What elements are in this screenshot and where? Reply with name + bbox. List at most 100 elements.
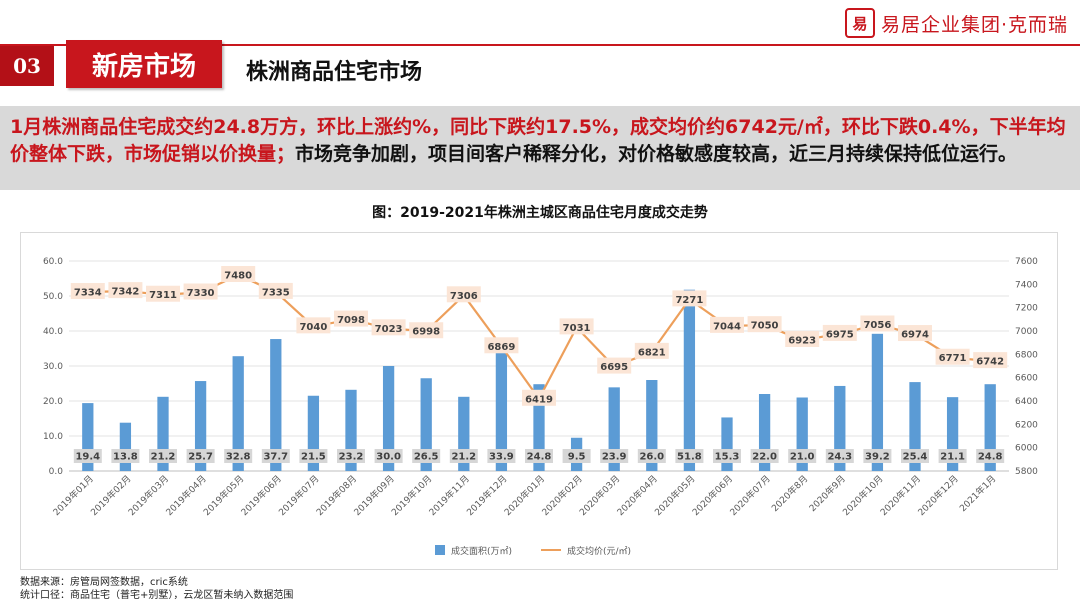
bar-label-bg [412, 449, 441, 463]
y-left-tick-label: 10.0 [43, 432, 63, 442]
bar-label-bg [938, 449, 967, 463]
price-value-label: 6742 [976, 357, 1004, 368]
price-label-bg [973, 352, 1008, 369]
price-value-label: 6771 [939, 353, 967, 364]
bar [495, 352, 508, 471]
bar [194, 381, 207, 471]
brand: 易 易居企业集团·克而瑞 [844, 8, 1068, 38]
bar-label-bg [976, 449, 1005, 463]
y-left-tick-label: 60.0 [43, 257, 63, 267]
bar-value-label: 15.3 [715, 452, 740, 463]
y-left-tick-label: 30.0 [43, 362, 63, 372]
price-value-label: 6419 [525, 394, 553, 405]
bar-label-bg [788, 449, 817, 463]
bar-value-label: 51.8 [677, 452, 702, 463]
price-label-bg [559, 318, 594, 335]
bar [307, 395, 320, 471]
bar [157, 396, 169, 471]
bar [984, 384, 996, 471]
bar [420, 378, 432, 471]
bar-value-label: 24.3 [827, 452, 852, 463]
bar-value-label: 24.8 [527, 452, 552, 463]
legend-line-label: 成交均价(元/㎡) [567, 545, 631, 557]
y-right-tick-label: 7600 [1015, 257, 1038, 267]
price-value-label: 6998 [412, 327, 440, 338]
legend-bar-swatch [435, 545, 445, 555]
bar-value-label: 26.0 [639, 452, 664, 463]
bar-value-label: 32.8 [226, 452, 251, 463]
bar-label-bg [825, 449, 854, 463]
price-label-bg [672, 290, 707, 307]
bar-label-bg [675, 449, 704, 463]
bar-value-label: 37.7 [263, 452, 288, 463]
chart-svg: 0.0 10.0 20.0 30.0 40.0 50.0 60.0 5800 6000 6200 6… [43, 257, 1038, 557]
bar-value-label: 13.8 [113, 452, 138, 463]
price-label-bg [597, 357, 632, 374]
price-label-bg [146, 285, 180, 302]
price-value-label: 6974 [901, 330, 929, 341]
bar-value-label: 30.0 [376, 452, 401, 463]
price-label-bg [108, 282, 143, 299]
price-value-label: 7098 [337, 315, 365, 326]
price-label-bg [522, 389, 556, 406]
bar-label-bg [111, 449, 140, 463]
y-right-tick-label: 6000 [1015, 444, 1038, 454]
bar [683, 289, 696, 471]
bar-value-label: 21.2 [151, 452, 176, 463]
bar-value-label: 21.1 [940, 452, 965, 463]
price-value-label: 7311 [149, 290, 177, 301]
bar-label-bg [637, 449, 666, 463]
y-right-tick-label: 6600 [1015, 374, 1038, 384]
price-label-bg [371, 319, 406, 336]
y-left-tick-label: 0.0 [49, 467, 64, 477]
bar [458, 396, 470, 471]
section-label: 新房市场 [66, 40, 222, 88]
bar-label-bg [525, 449, 553, 463]
bar [758, 394, 771, 471]
price-label-bg [935, 348, 970, 365]
bar-value-label: 26.5 [414, 452, 439, 463]
header-rule [0, 44, 1080, 46]
bar-label-bg [901, 449, 929, 463]
price-value-label: 7050 [751, 321, 779, 332]
x-tick-label: 2020年07月 [727, 473, 773, 519]
price-value-label: 6975 [826, 329, 854, 340]
price-value-label: 6923 [788, 335, 816, 346]
bar-label-bg [600, 449, 629, 463]
bar-label-bg [299, 449, 328, 463]
bar-label-bg [449, 449, 478, 463]
bar [82, 403, 94, 471]
bar-value-label: 24.8 [978, 452, 1003, 463]
y-left-tick-label: 40.0 [43, 327, 63, 337]
bar [946, 397, 959, 471]
price-value-label: 7342 [111, 287, 139, 298]
bar-value-label: 21.0 [790, 452, 815, 463]
price-value-label: 6869 [487, 342, 515, 353]
bar [871, 333, 884, 471]
bar-value-label: 33.9 [489, 452, 514, 463]
bar [345, 389, 357, 471]
bar-label-bg [374, 449, 403, 463]
price-value-label: 7044 [713, 321, 741, 332]
summary-rest: 市场竞争加剧，项目间客户稀释分化，对价格敏感度较高，近三月持续保持低位运行。 [295, 143, 1018, 165]
bar-value-label: 9.5 [568, 452, 586, 463]
price-value-label: 7330 [187, 288, 215, 299]
bar [796, 397, 808, 471]
price-label-bg [70, 283, 105, 300]
footnotes: 数据来源：房管局网签数据，cric系统 统计口径：商品住宅（普宅+别墅），云龙区… [20, 576, 293, 602]
bar-value-label: 21.5 [301, 452, 326, 463]
data-scope-note: 统计口径：商品住宅（普宅+别墅），云龙区暂未纳入数据范围 [20, 590, 294, 601]
summary-box: 1月株洲商品住宅成交约24.8万方，环比上涨约%，同比下跌约17.5%，成交均价… [0, 106, 1080, 190]
y-left-tick-label: 50.0 [43, 292, 63, 302]
price-label-bg [898, 325, 932, 342]
bar-label-bg [224, 449, 253, 463]
summary-highlight: 1月株洲商品住宅成交约24.8万方，环比上涨约%，同比下跌约17.5%，成交均价… [10, 116, 1066, 165]
chart-frame: 0.0 10.0 20.0 30.0 40.0 50.0 60.0 5800 6000 6200 6… [20, 232, 1058, 570]
chart-title: 图：2019-2021年株洲主城区商品住宅月度成交走势 [372, 205, 708, 221]
price-value-label: 6821 [638, 347, 666, 358]
price-label-bg [634, 342, 669, 359]
bar-value-label: 22.0 [752, 452, 777, 463]
bar-value-label: 23.9 [602, 452, 627, 463]
bar-label-bg [750, 449, 779, 463]
price-value-label: 6695 [600, 362, 628, 373]
